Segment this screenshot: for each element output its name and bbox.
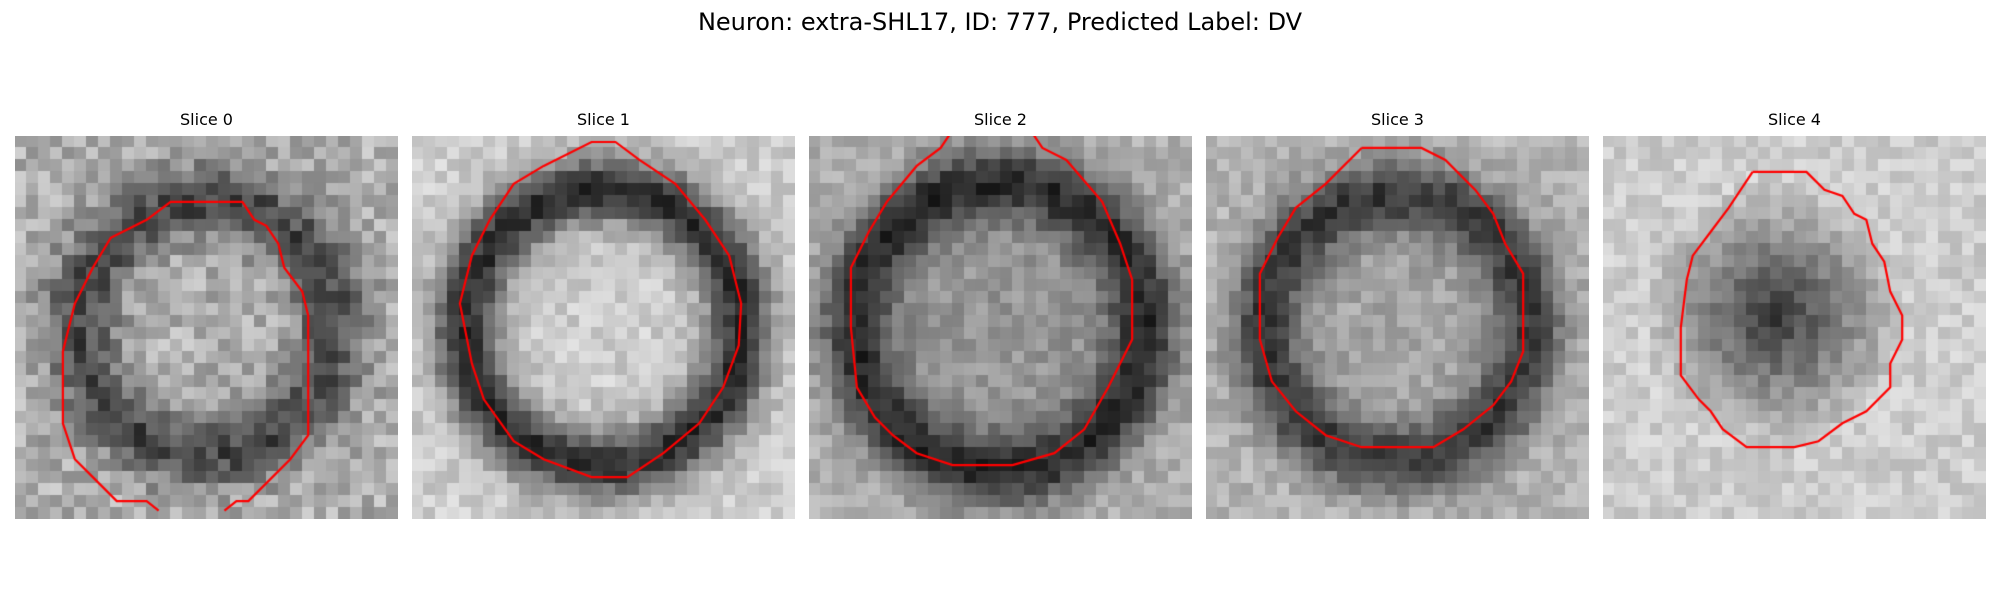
figure-title: Neuron: extra-SHL17, ID: 777, Predicted …: [697, 8, 1303, 36]
slice-title: Slice 0: [180, 110, 233, 129]
slice-panel-1: Slice 1: [412, 108, 795, 519]
slice-image: [412, 136, 795, 519]
slice-panel-3: Slice 3: [1206, 108, 1589, 519]
slice-image: [1603, 136, 1986, 519]
slice-image: [809, 136, 1192, 519]
slice-title: Slice 2: [974, 110, 1027, 129]
slice-title: Slice 4: [1768, 110, 1821, 129]
slice-title: Slice 1: [577, 110, 630, 129]
slice-image: [1206, 136, 1589, 519]
slice-image: [15, 136, 398, 519]
slice-panel-0: Slice 0: [15, 108, 398, 519]
slice-title: Slice 3: [1371, 110, 1424, 129]
slice-panel-2: Slice 2: [809, 108, 1192, 519]
slice-panel-4: Slice 4: [1603, 108, 1986, 519]
